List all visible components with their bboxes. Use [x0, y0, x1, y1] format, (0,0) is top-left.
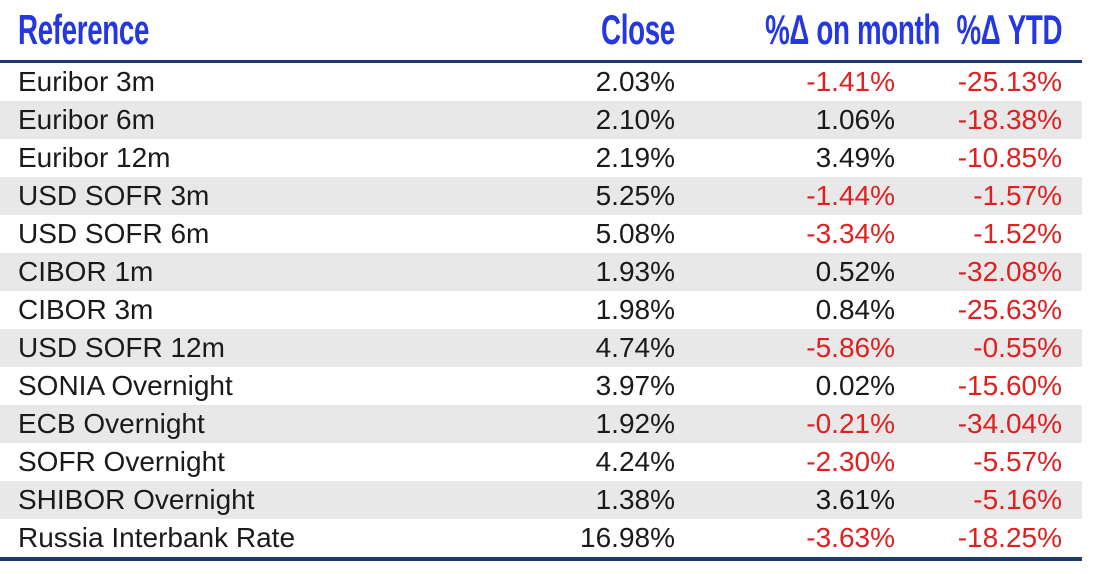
ytd-change-cell: -1.57%	[973, 179, 1062, 211]
ytd-change-cell: -5.57%	[973, 445, 1062, 477]
close-cell: 2.19%	[595, 141, 675, 173]
month-change-cell: -3.63%	[806, 521, 895, 553]
table-row: CIBOR 1m 1.93% 0.52% -32.08%	[0, 252, 1082, 291]
month-change-cell: -1.44%	[806, 179, 895, 211]
close-cell: 1.98%	[595, 293, 675, 325]
reference-cell: USD SOFR 6m	[18, 217, 210, 249]
reference-cell: SOFR Overnight	[18, 445, 225, 477]
month-change-cell: 0.02%	[815, 369, 895, 401]
month-change-cell: -2.30%	[806, 445, 895, 477]
month-change-cell: 3.61%	[815, 483, 895, 515]
close-cell: 2.10%	[595, 103, 675, 135]
ytd-change-cell: -25.13%	[957, 65, 1062, 97]
month-change-cell: 0.84%	[815, 293, 895, 325]
table-row: Russia Interbank Rate 16.98% -3.63% -18.25%	[0, 519, 1082, 559]
month-change-cell: -1.41%	[806, 65, 895, 97]
table-row: Euribor 3m 2.03% -1.41% -25.13%	[0, 61, 1082, 101]
table-body: Euribor 3m 2.03% -1.41% -25.13% Euribor 6m 2.…	[0, 61, 1082, 559]
ytd-change-cell: -18.25%	[957, 521, 1062, 553]
ytd-change-cell: -0.55%	[973, 331, 1062, 363]
ytd-change-cell: -1.52%	[973, 217, 1062, 249]
table-row: USD SOFR 3m 5.25% -1.44% -1.57%	[0, 176, 1082, 215]
reference-cell: USD SOFR 3m	[18, 179, 210, 211]
table-row: ECB Overnight 1.92% -0.21% -34.04%	[0, 404, 1082, 443]
column-header-ytd-change: %Δ YTD	[895, 0, 1082, 63]
header-row: Reference Close %Δ on month %Δ YTD	[0, 0, 1082, 63]
ytd-change-cell: -32.08%	[957, 255, 1062, 287]
table-row: USD SOFR 12m 4.74% -5.86% -0.55%	[0, 328, 1082, 367]
ytd-change-cell: -25.63%	[957, 293, 1062, 325]
reference-cell: CIBOR 3m	[18, 293, 154, 325]
ytd-change-cell: -5.16%	[973, 483, 1062, 515]
reference-cell: Euribor 6m	[18, 103, 155, 135]
ytd-change-cell: -18.38%	[957, 103, 1062, 135]
table-row: CIBOR 3m 1.98% 0.84% -25.63%	[0, 291, 1082, 329]
reference-cell: CIBOR 1m	[18, 255, 154, 287]
month-change-cell: -0.21%	[806, 407, 895, 439]
close-cell: 2.03%	[595, 65, 675, 97]
table-row: USD SOFR 6m 5.08% -3.34% -1.52%	[0, 215, 1082, 253]
interest-rates-table: Reference Close %Δ on month %Δ YTD Eurib…	[0, 0, 1082, 561]
table-row: Euribor 12m 2.19% 3.49% -10.85%	[0, 139, 1082, 177]
reference-cell: Euribor 3m	[18, 65, 155, 97]
reference-cell: SONIA Overnight	[18, 369, 233, 401]
table-row: SOFR Overnight 4.24% -2.30% -5.57%	[0, 443, 1082, 481]
reference-cell: ECB Overnight	[18, 407, 205, 439]
month-change-cell: 3.49%	[815, 141, 895, 173]
column-header-reference: Reference	[0, 0, 385, 63]
reference-cell: Euribor 12m	[18, 141, 171, 173]
column-header-close: Close	[385, 0, 675, 63]
close-cell: 3.97%	[595, 369, 675, 401]
table-header: Reference Close %Δ on month %Δ YTD	[0, 0, 1082, 63]
reference-cell: Russia Interbank Rate	[18, 521, 296, 553]
ytd-change-cell: -15.60%	[957, 369, 1062, 401]
close-cell: 4.74%	[595, 331, 675, 363]
month-change-cell: -5.86%	[806, 331, 895, 363]
table-row: SHIBOR Overnight 1.38% 3.61% -5.16%	[0, 480, 1082, 519]
close-cell: 1.38%	[595, 483, 675, 515]
column-header-month-change: %Δ on month	[675, 0, 940, 63]
month-change-cell: -3.34%	[806, 217, 895, 249]
close-cell: 4.24%	[595, 445, 675, 477]
reference-cell: SHIBOR Overnight	[18, 483, 255, 515]
ytd-change-cell: -34.04%	[957, 407, 1062, 439]
close-cell: 1.93%	[595, 255, 675, 287]
close-cell: 5.08%	[595, 217, 675, 249]
month-change-cell: 1.06%	[815, 103, 895, 135]
close-cell: 1.92%	[595, 407, 675, 439]
ytd-change-cell: -10.85%	[957, 141, 1062, 173]
close-cell: 5.25%	[595, 179, 675, 211]
close-cell: 16.98%	[580, 521, 675, 553]
reference-cell: USD SOFR 12m	[18, 331, 225, 363]
table-row: SONIA Overnight 3.97% 0.02% -15.60%	[0, 367, 1082, 405]
table-row: Euribor 6m 2.10% 1.06% -18.38%	[0, 100, 1082, 139]
month-change-cell: 0.52%	[815, 255, 895, 287]
